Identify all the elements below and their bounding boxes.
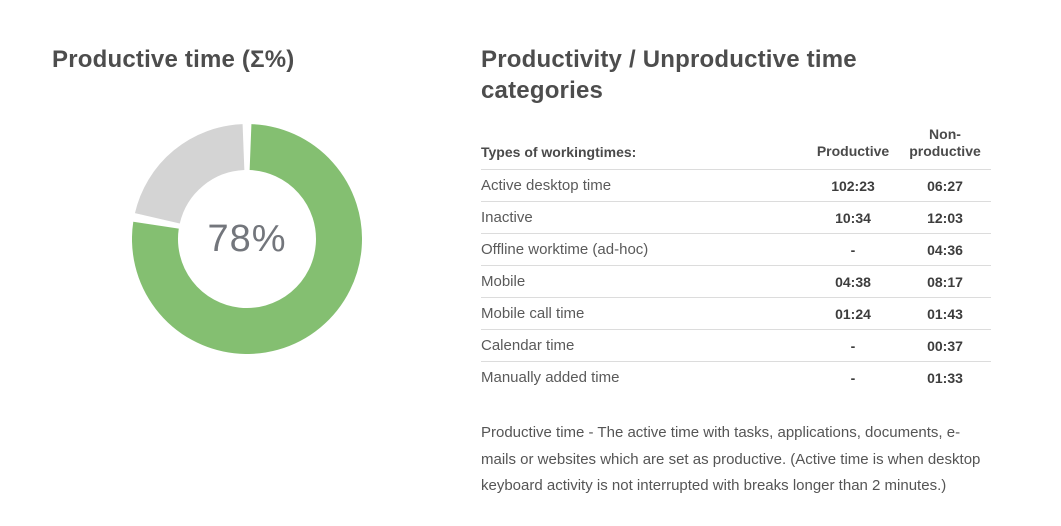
donut-chart-svg: [132, 124, 362, 354]
row-label: Mobile: [481, 265, 807, 298]
row-productive-value: 01:24: [807, 297, 899, 330]
row-label: Active desktop time: [481, 169, 807, 202]
row-nonproductive-value: 06:27: [899, 169, 991, 202]
table-row: Active desktop time 102:23 06:27: [481, 169, 991, 202]
donut-segment-productive: [132, 124, 362, 354]
row-nonproductive-value: 08:17: [899, 265, 991, 298]
col-header-types: Types of workingtimes:: [481, 126, 807, 170]
col-header-nonproductive: Non-productive: [899, 126, 991, 170]
row-productive-value: -: [807, 233, 899, 266]
row-nonproductive-value: 12:03: [899, 201, 991, 234]
table-row: Inactive 10:34 12:03: [481, 201, 991, 234]
table-row: Mobile 04:38 08:17: [481, 265, 991, 298]
row-productive-value: 10:34: [807, 201, 899, 234]
donut-chart: 78%: [132, 124, 362, 354]
productive-time-footnote: Productive time - The active time with t…: [481, 424, 981, 494]
col-header-productive: Productive: [807, 126, 899, 170]
table-row: Calendar time -00:37: [481, 329, 991, 362]
table-row: Manually added time - 01:33: [481, 362, 991, 394]
worktime-table-header: Types of workingtimes: Productive Non-pr…: [481, 126, 991, 170]
donut-center-label: 78%: [207, 217, 287, 260]
row-nonproductive-value: 01:33: [927, 369, 963, 386]
row-productive-value: 102:23: [807, 169, 899, 202]
worktime-table-body: Active desktop time 102:23 06:27 Inactive 10…: [481, 169, 991, 394]
worktime-categories-panel: Productivity / Unproductive time categor…: [481, 44, 991, 500]
table-title: Productivity / Unproductive time categor…: [481, 46, 857, 104]
row-label: Calendar time: [481, 329, 807, 362]
row-productive-value: -: [807, 329, 899, 362]
table-row: Offline worktime (ad-hoc) -04:36: [481, 233, 991, 266]
row-label: Manually added time: [481, 369, 620, 386]
table-row: Mobile call time 01:24 01:43: [481, 297, 991, 330]
row-nonproductive-value: 04:36: [899, 233, 991, 266]
donut-segment-non-productive: [134, 124, 246, 225]
row-nonproductive-value: 01:43: [899, 297, 991, 330]
row-productive-value: -: [850, 369, 856, 386]
row-label: Mobile call time: [481, 297, 807, 330]
chart-title: Productive time (Σ%): [52, 46, 295, 73]
row-nonproductive-value: 00:37: [899, 329, 991, 362]
row-productive-value: 04:38: [807, 265, 899, 298]
row-label: Inactive: [481, 201, 807, 234]
worktime-table: Types of workingtimes: Productive Non-pr…: [481, 126, 991, 393]
row-label: Offline worktime (ad-hoc): [481, 233, 807, 266]
